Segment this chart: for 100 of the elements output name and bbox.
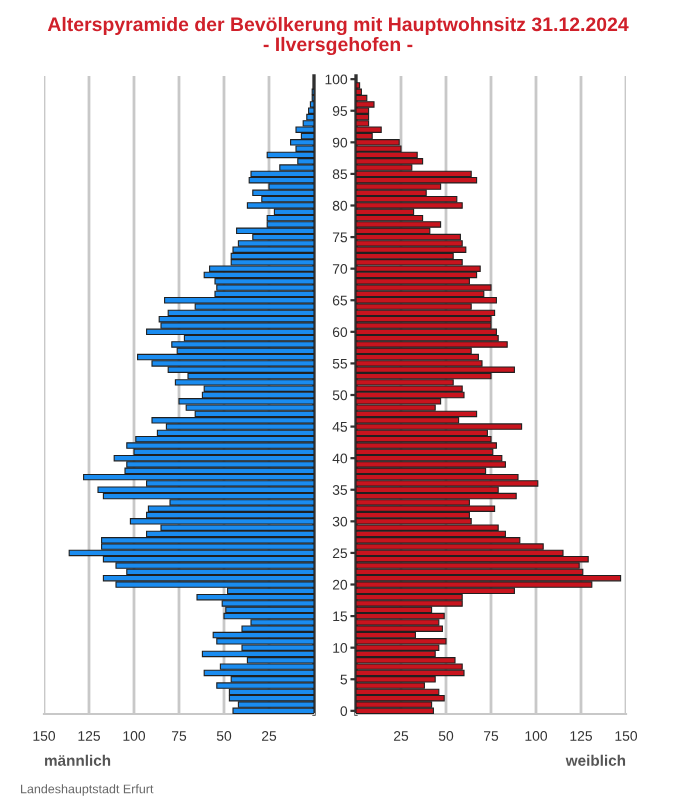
bar	[356, 410, 478, 418]
bar	[236, 227, 314, 235]
bar	[356, 385, 463, 392]
bar	[356, 612, 445, 620]
bar	[356, 619, 440, 626]
bar	[356, 271, 478, 279]
bar	[356, 221, 442, 228]
bar	[129, 518, 314, 525]
bar	[356, 139, 400, 146]
bar	[228, 694, 314, 702]
bar	[356, 600, 463, 607]
bar	[167, 309, 314, 317]
bar	[356, 315, 492, 323]
bar	[356, 322, 492, 329]
bar	[102, 574, 314, 582]
bar	[356, 158, 424, 165]
bar	[248, 176, 314, 184]
bar	[83, 473, 314, 481]
bar	[178, 398, 314, 405]
bar	[356, 442, 497, 449]
bar	[356, 555, 589, 563]
bar	[158, 315, 314, 323]
bar	[101, 537, 314, 544]
bar	[246, 202, 314, 209]
bar	[356, 246, 467, 253]
bar	[356, 297, 497, 304]
bar	[356, 107, 370, 114]
bar	[174, 379, 314, 386]
bar	[97, 486, 314, 493]
bar	[295, 126, 314, 133]
bar	[356, 170, 472, 178]
bar	[216, 284, 314, 291]
bar	[356, 265, 481, 272]
bar	[216, 638, 314, 645]
bar	[356, 638, 447, 645]
bar	[356, 88, 362, 96]
bar	[266, 151, 314, 159]
bar	[356, 195, 458, 203]
bar	[203, 669, 314, 677]
bar	[164, 297, 314, 304]
bar	[356, 233, 461, 241]
bar	[201, 650, 314, 658]
bar	[209, 265, 314, 272]
chart-subtitle: - Ilversgehofen -	[263, 36, 413, 56]
bar	[223, 612, 314, 620]
bar	[212, 631, 314, 639]
bar	[151, 417, 314, 424]
bar	[216, 682, 314, 689]
bar	[196, 593, 314, 601]
bar	[356, 391, 465, 399]
bar	[266, 214, 314, 222]
bar	[356, 461, 506, 468]
bar	[306, 113, 314, 121]
bar	[356, 657, 456, 664]
bar	[356, 663, 463, 670]
bar	[356, 448, 494, 456]
bar	[356, 328, 497, 336]
bar	[232, 246, 314, 253]
bar	[356, 707, 434, 714]
bar	[356, 505, 496, 512]
bar	[356, 435, 492, 443]
bar	[171, 341, 314, 348]
bar	[232, 707, 314, 714]
bar	[356, 176, 478, 184]
bar	[356, 353, 479, 361]
bar	[68, 549, 314, 557]
bar	[137, 353, 314, 361]
bar	[237, 701, 314, 708]
bar	[356, 284, 492, 291]
bar	[356, 688, 440, 696]
bar	[356, 309, 496, 317]
bar	[225, 606, 314, 614]
bar	[203, 271, 314, 279]
bar	[252, 189, 314, 197]
bar	[237, 240, 314, 247]
bar	[356, 202, 463, 209]
bar	[356, 454, 503, 462]
bar	[356, 366, 515, 373]
bar	[308, 107, 314, 114]
bar	[356, 423, 523, 430]
bar	[356, 574, 622, 582]
bar	[102, 492, 314, 500]
chart-title: Alterspyramide der Bevölkerung mit Hauptwohnsitz 31.12.2024	[47, 16, 629, 36]
bar	[356, 101, 375, 108]
bar	[113, 454, 314, 462]
bar	[356, 669, 465, 677]
bar	[185, 404, 314, 411]
bar	[302, 120, 314, 127]
bar	[356, 240, 463, 247]
bar	[356, 644, 440, 651]
bar	[356, 524, 499, 531]
bar	[356, 694, 445, 702]
bar	[126, 442, 314, 449]
bar	[147, 505, 314, 512]
bar	[230, 252, 314, 260]
bar	[356, 341, 508, 348]
bar	[356, 492, 517, 500]
bar	[356, 94, 368, 102]
bar	[250, 170, 314, 178]
bar	[356, 126, 382, 133]
